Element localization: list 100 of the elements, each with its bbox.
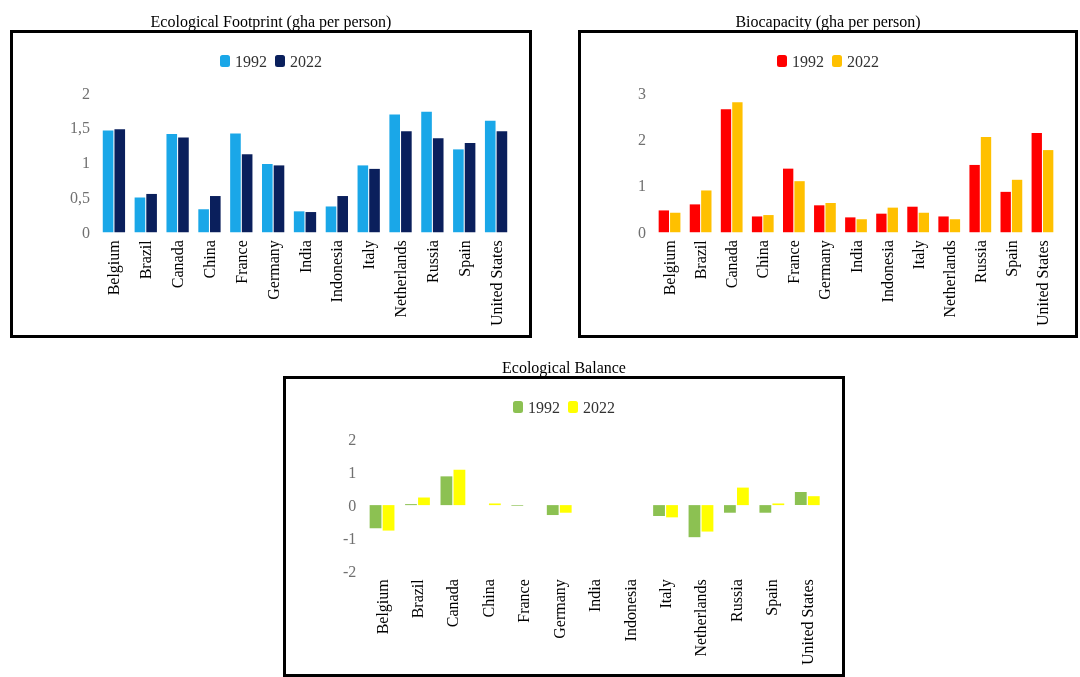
bar bbox=[845, 217, 856, 233]
x-tick-label: France bbox=[515, 579, 533, 623]
x-tick-label: Germany bbox=[550, 579, 569, 639]
bar bbox=[1031, 132, 1042, 233]
x-tick-label: China bbox=[479, 579, 497, 618]
bar bbox=[325, 206, 337, 233]
x-tick-label: Netherlands bbox=[940, 240, 958, 318]
x-tick-label: Germany bbox=[264, 240, 283, 300]
x-tick-label: Spain bbox=[1002, 240, 1021, 277]
bar bbox=[720, 109, 732, 233]
y-tick-label: 1 bbox=[638, 177, 646, 195]
chart-title: Biocapacity (gha per person) bbox=[735, 12, 921, 31]
x-tick-label: Indonesia bbox=[621, 579, 639, 642]
x-tick-label: United States bbox=[798, 579, 816, 665]
bar bbox=[293, 211, 305, 233]
y-tick-label: 0 bbox=[638, 223, 646, 241]
bar bbox=[907, 206, 918, 233]
bar bbox=[918, 212, 930, 233]
bar bbox=[1000, 191, 1011, 233]
y-tick-label: 3 bbox=[638, 84, 646, 102]
y-tick-label: 2 bbox=[82, 84, 90, 102]
legend-label: 1992 bbox=[528, 398, 560, 416]
x-tick-label: Brazil bbox=[137, 239, 155, 280]
bar bbox=[763, 215, 774, 233]
bar bbox=[701, 505, 714, 532]
bar bbox=[701, 190, 712, 233]
x-tick-label: China bbox=[754, 240, 772, 279]
y-tick-label: -2 bbox=[343, 562, 357, 580]
legend-label: 1992 bbox=[235, 52, 267, 70]
bar bbox=[305, 212, 317, 233]
bar bbox=[814, 205, 825, 233]
x-tick-label: Spain bbox=[763, 579, 782, 616]
y-tick-label: 1 bbox=[82, 154, 90, 172]
bar bbox=[369, 505, 382, 529]
bar bbox=[453, 469, 466, 506]
bar bbox=[670, 212, 681, 233]
legend-label: 1992 bbox=[792, 52, 824, 70]
x-tick-label: Russia bbox=[727, 579, 745, 622]
bar bbox=[969, 164, 980, 233]
x-tick-label: France bbox=[785, 240, 803, 284]
x-tick-label: Germany bbox=[816, 240, 835, 300]
bar bbox=[166, 134, 178, 233]
x-tick-label: Italy bbox=[909, 240, 928, 270]
bar bbox=[464, 143, 476, 233]
bar bbox=[807, 496, 820, 506]
bar bbox=[496, 131, 508, 233]
x-tick-label: Russia bbox=[423, 240, 441, 283]
bar bbox=[198, 209, 209, 233]
bar bbox=[453, 149, 464, 233]
bar bbox=[102, 130, 114, 233]
bar bbox=[382, 505, 395, 531]
x-tick-label: Italy bbox=[657, 579, 676, 609]
bar bbox=[980, 137, 992, 233]
bar bbox=[337, 196, 348, 233]
x-tick-label: Netherlands bbox=[692, 579, 710, 657]
legend-label: 2022 bbox=[290, 52, 322, 70]
bar bbox=[432, 138, 444, 233]
bar bbox=[546, 505, 559, 516]
bar bbox=[559, 505, 572, 513]
y-tick-label: -1 bbox=[343, 529, 357, 547]
bar bbox=[759, 505, 772, 513]
x-tick-label: India bbox=[586, 579, 604, 613]
x-tick-label: Canada bbox=[723, 240, 741, 289]
x-tick-label: Spain bbox=[455, 240, 474, 277]
x-tick-label: Brazil bbox=[692, 239, 710, 280]
bar bbox=[209, 196, 221, 233]
x-tick-label: France bbox=[232, 240, 250, 284]
bar bbox=[689, 204, 701, 233]
x-tick-label: China bbox=[200, 240, 218, 279]
x-tick-label: Russia bbox=[971, 240, 989, 283]
x-tick-label: Belgium bbox=[105, 239, 124, 296]
y-tick-label: 1,5 bbox=[70, 119, 90, 137]
bar bbox=[653, 505, 665, 517]
y-tick-label: 0 bbox=[348, 496, 357, 514]
bar bbox=[418, 497, 430, 506]
bar bbox=[262, 164, 273, 233]
bar bbox=[389, 114, 401, 233]
x-tick-label: Belgium bbox=[373, 578, 392, 635]
bar bbox=[658, 210, 670, 233]
bar bbox=[724, 505, 736, 513]
bar bbox=[230, 133, 241, 233]
bar bbox=[114, 129, 126, 233]
x-tick-label: Italy bbox=[360, 240, 379, 270]
x-tick-label: Indonesia bbox=[328, 240, 346, 303]
y-tick-label: 2 bbox=[348, 430, 357, 448]
bar bbox=[794, 181, 805, 233]
x-tick-label: Netherlands bbox=[392, 240, 410, 318]
bar bbox=[737, 487, 749, 506]
bar bbox=[949, 219, 961, 233]
bar bbox=[856, 219, 867, 233]
bar bbox=[241, 154, 253, 233]
bar bbox=[146, 193, 157, 233]
bar bbox=[794, 491, 807, 506]
y-tick-label: 0 bbox=[82, 223, 90, 241]
bar bbox=[134, 197, 146, 233]
y-tick-label: 0,5 bbox=[70, 188, 90, 206]
x-tick-label: United States bbox=[1033, 240, 1051, 326]
bar bbox=[1011, 179, 1023, 233]
x-tick-label: Canada bbox=[444, 579, 462, 628]
x-tick-label: Indonesia bbox=[878, 240, 896, 303]
